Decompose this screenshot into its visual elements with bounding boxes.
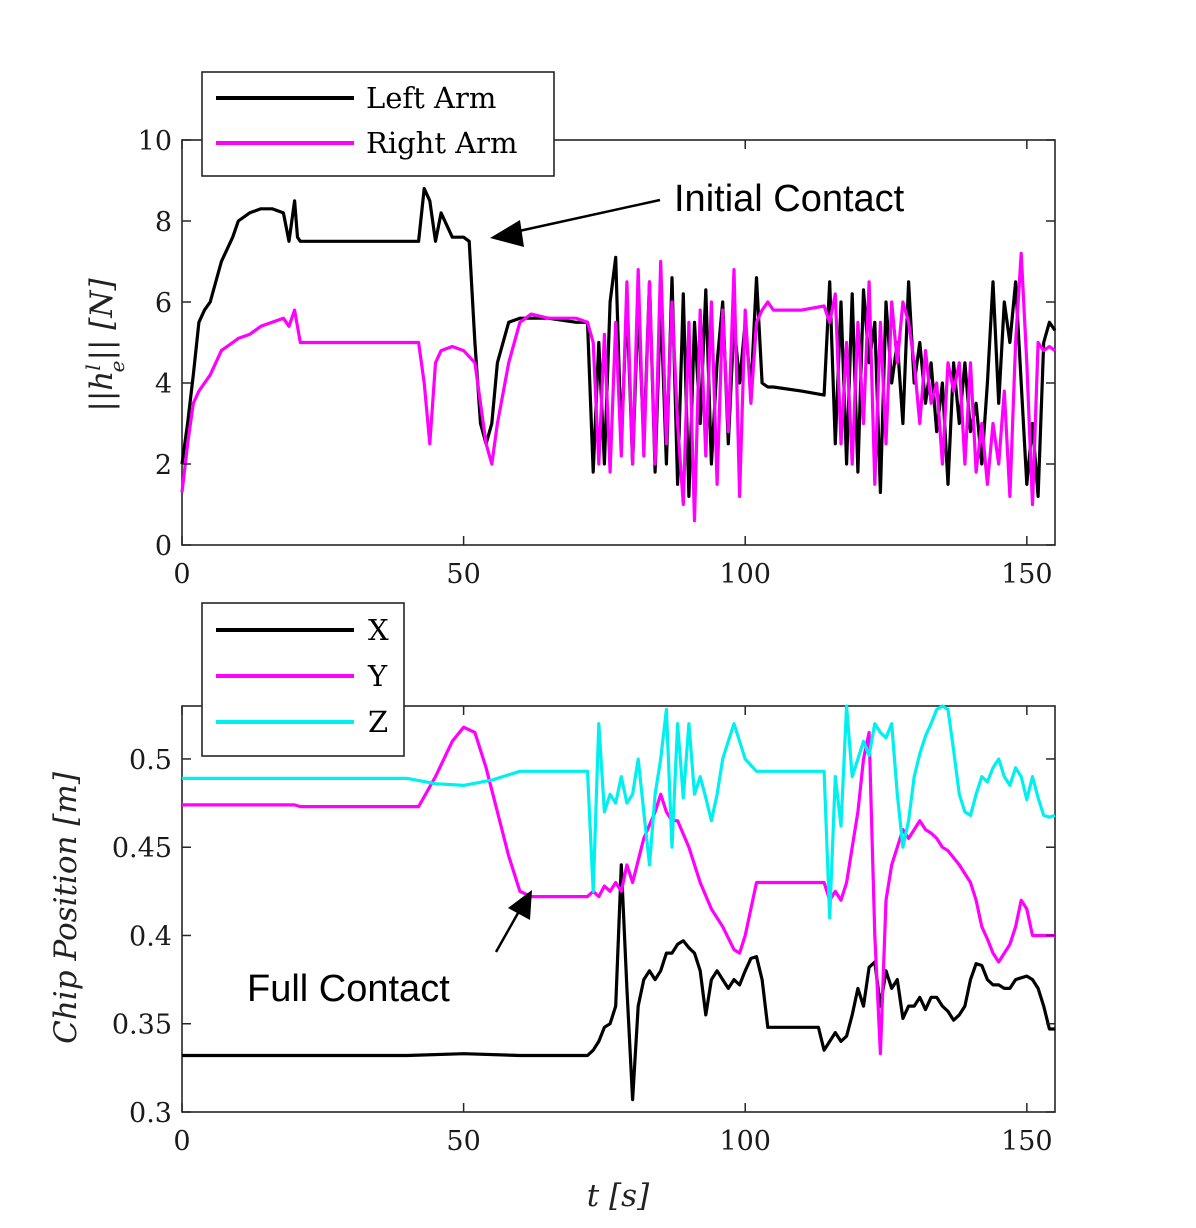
x-tick-label: 50 <box>446 559 480 590</box>
top-ticks-group: 0 50 100 150 0 2 4 6 8 10 <box>138 126 1055 590</box>
full-contact-arrow-head <box>508 890 532 920</box>
y-tick-label: 0.3 <box>129 1098 172 1129</box>
x-tick-label: 100 <box>719 559 771 590</box>
full-contact-annotation: Full Contact <box>247 890 532 1010</box>
x-tick-label: 0 <box>173 1126 190 1157</box>
initial-contact-annotation: Initial Contact <box>490 178 905 247</box>
legend-label-right-arm: Right Arm <box>366 126 518 160</box>
y-tick-label: 4 <box>155 369 172 400</box>
initial-contact-arrow-head <box>490 220 524 247</box>
full-contact-arrow-line <box>494 905 524 953</box>
y-tick-label: 8 <box>155 207 172 238</box>
bottom-chart: 0 50 100 150 0.3 0.35 0.4 0.45 0.5 Chip Position… <box>48 602 1056 1214</box>
legend-label-z: Z <box>368 705 388 739</box>
x-tick-label: 0 <box>173 559 190 590</box>
y-tick-label: 0.35 <box>112 1010 172 1041</box>
legend-label-y: Y <box>367 659 388 693</box>
y-tick-label: 10 <box>138 126 172 157</box>
series-line-z <box>182 704 1056 920</box>
bottom-ticks-group: 0 50 100 150 0.3 0.35 0.4 0.45 0.5 <box>112 706 1055 1157</box>
top-legend: Left Arm Right Arm <box>201 71 555 177</box>
x-axis-label: t [s] <box>587 1178 650 1214</box>
y-tick-label: 6 <box>155 288 172 319</box>
initial-contact-arrow-line <box>509 198 661 235</box>
top-series-group <box>180 187 1057 523</box>
y-tick-label: 0 <box>155 531 172 562</box>
x-tick-label: 150 <box>1001 1126 1053 1157</box>
y-tick-label: 0.4 <box>129 921 172 952</box>
series-line-y <box>182 725 1055 1056</box>
x-tick-label: 100 <box>719 1126 771 1157</box>
bottom-legend: X Y Z <box>201 602 405 757</box>
bottom-series-group <box>182 704 1056 1102</box>
series-line-x <box>182 863 1055 1102</box>
top-chart: 0 50 100 150 0 2 4 6 8 10 ||hle|| [N] Left Arm Ri… <box>81 71 1057 590</box>
series-line-right-arm <box>180 251 1056 523</box>
x-tick-label: 150 <box>1001 559 1053 590</box>
legend-label-x: X <box>368 613 389 647</box>
y-tick-label: 0.45 <box>112 833 172 864</box>
legend-label-left-arm: Left Arm <box>366 81 496 115</box>
bottom-y-axis-label: Chip Position [m] <box>48 771 84 1044</box>
x-tick-label: 50 <box>446 1126 480 1157</box>
y-tick-label: 2 <box>155 450 172 481</box>
initial-contact-label: Initial Contact <box>674 178 905 220</box>
y-tick-label: 0.5 <box>129 745 172 776</box>
top-legend-box <box>201 71 555 177</box>
full-contact-label: Full Contact <box>247 968 450 1010</box>
top-y-axis-label: ||hle|| [N] <box>81 278 129 412</box>
